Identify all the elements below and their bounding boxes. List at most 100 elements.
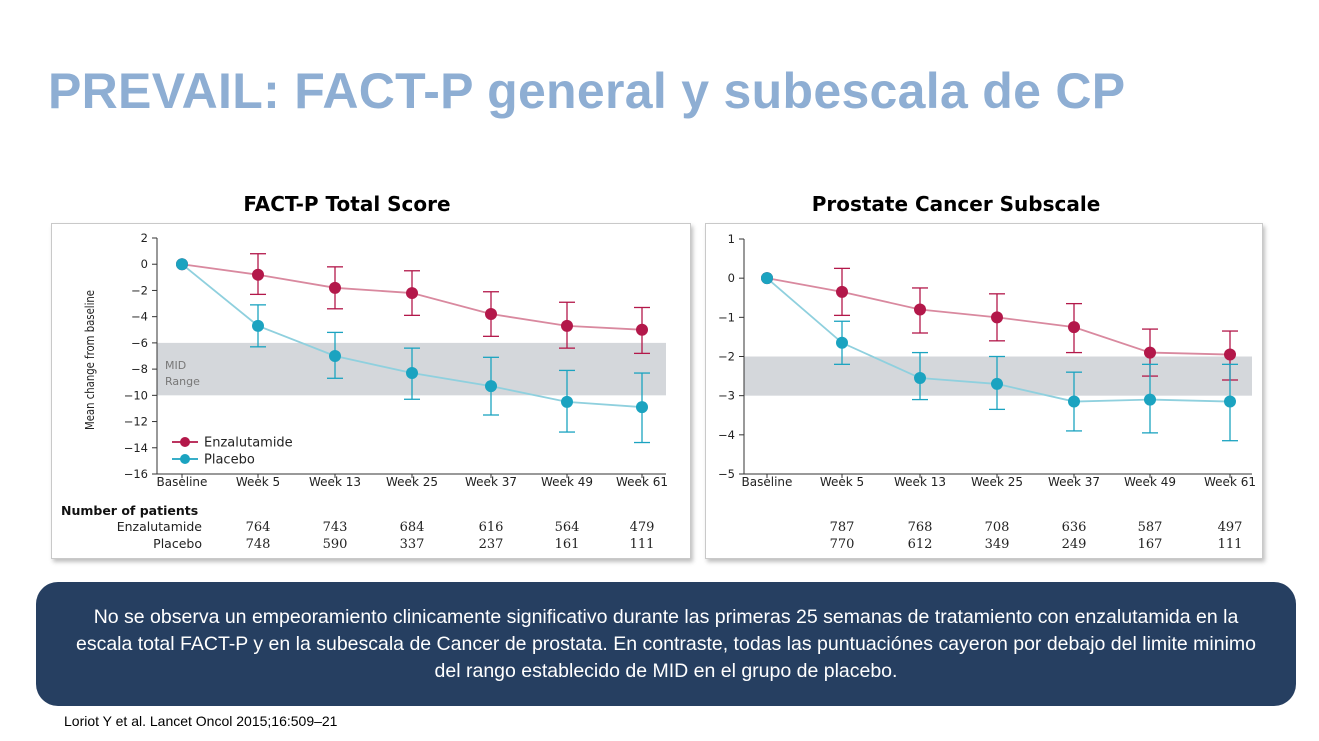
patient-count: 684	[400, 520, 425, 535]
patients-row-label: Enzalutamide	[117, 519, 203, 534]
data-point-enzalutamide	[991, 311, 1003, 324]
patient-count: 743	[323, 520, 348, 535]
patient-count: 748	[246, 537, 271, 552]
data-point-placebo	[1224, 395, 1236, 408]
data-point-placebo	[1144, 393, 1156, 406]
data-point-enzalutamide	[406, 287, 418, 300]
summary-text: No se observa un empeoramiento clinicame…	[75, 605, 1257, 682]
patient-count: 590	[323, 537, 348, 552]
citation: Loriot Y et al. Lancet Oncol 2015;16:509…	[64, 713, 338, 729]
data-point-enzalutamide	[1068, 321, 1080, 334]
data-point-placebo	[991, 377, 1003, 390]
patient-count: 708	[985, 520, 1010, 535]
patient-count: 564	[555, 520, 580, 535]
data-point-enzalutamide	[561, 319, 573, 332]
y-tick-label: −10	[124, 388, 148, 402]
patient-count: 161	[555, 537, 580, 552]
data-point-enzalutamide	[1224, 348, 1236, 361]
patient-count: 616	[479, 520, 504, 535]
data-point-placebo	[836, 336, 848, 349]
data-point-placebo	[761, 272, 773, 285]
y-axis-label: Mean change from baseline	[83, 290, 97, 430]
legend-label: Placebo	[204, 453, 255, 468]
x-tick-label: Week 61	[1204, 475, 1256, 489]
data-point-placebo	[561, 395, 573, 408]
patient-count: 237	[479, 537, 504, 552]
data-point-enzalutamide	[1144, 346, 1156, 359]
data-point-enzalutamide	[636, 323, 648, 336]
data-point-placebo	[636, 401, 648, 414]
data-point-enzalutamide	[836, 285, 848, 298]
patient-count: 111	[1218, 537, 1243, 552]
slide-title: PREVAIL: FACT-P general y subescala de C…	[48, 63, 1126, 119]
y-tick-label: −4	[718, 428, 735, 442]
mid-range-label: MID	[165, 359, 186, 372]
patient-count: 497	[1218, 520, 1243, 535]
patients-row-label: Placebo	[153, 536, 202, 551]
patient-count: 764	[246, 520, 271, 535]
y-tick-label: 0	[141, 257, 148, 271]
y-tick-label: −8	[131, 362, 148, 376]
y-tick-label: −14	[124, 441, 148, 455]
patient-count: 479	[630, 520, 655, 535]
x-tick-label: Week 25	[971, 475, 1023, 489]
y-tick-label: −2	[718, 350, 735, 364]
legend-marker	[180, 454, 190, 464]
x-tick-label: Baseline	[742, 475, 793, 489]
patient-count: 167	[1138, 537, 1163, 552]
data-point-placebo	[329, 350, 341, 362]
mid-range-label: Range	[165, 375, 200, 388]
patient-count: 337	[400, 537, 425, 552]
y-tick-label: 0	[728, 271, 735, 285]
fact-p-total-chart: MID Range 2 0 −2 −4 −6 −8 −10 −12 −14 −16 Mean chang…	[61, 231, 668, 552]
y-tick-label: −6	[131, 336, 148, 350]
patient-count: 587	[1138, 520, 1163, 535]
x-tick-label: Week 5	[820, 475, 864, 489]
y-tick-label: −12	[124, 415, 148, 429]
x-tick-label: Week 13	[309, 475, 361, 489]
y-tick-label: 2	[141, 231, 148, 245]
patient-count: 249	[1062, 537, 1087, 552]
chart-title-fact-p-total: FACT-P Total Score	[243, 192, 451, 216]
x-tick-label: Week 61	[616, 475, 668, 489]
legend-marker	[180, 437, 190, 447]
x-tick-label: Week 37	[1048, 475, 1100, 489]
patient-count: 636	[1062, 520, 1087, 535]
data-point-placebo	[485, 380, 497, 393]
y-tick-label: −4	[131, 310, 148, 324]
data-point-enzalutamide	[329, 281, 341, 294]
y-tick-label: 1	[728, 232, 735, 246]
chart-panel-pc-subscale: 1 0 −1 −2 −3 −4 −5 Baseline Week 5 Week 13 Week 25…	[705, 223, 1263, 559]
patient-count: 768	[908, 520, 933, 535]
data-point-placebo	[252, 319, 264, 332]
y-tick-label: −5	[718, 467, 735, 481]
x-tick-label: Week 25	[386, 475, 438, 489]
x-tick-label: Week 49	[1124, 475, 1176, 489]
y-tick-label: −16	[124, 467, 148, 481]
data-point-placebo	[176, 258, 188, 271]
y-tick-label: −2	[131, 283, 148, 297]
data-point-enzalutamide	[485, 308, 497, 321]
data-point-enzalutamide	[914, 303, 926, 316]
x-tick-label: Week 49	[541, 475, 593, 489]
x-tick-label: Baseline	[157, 475, 208, 489]
patient-count: 787	[830, 520, 855, 535]
patient-count: 111	[630, 537, 655, 552]
data-point-placebo	[1068, 395, 1080, 408]
patient-count: 349	[985, 537, 1010, 552]
x-tick-label: Week 13	[894, 475, 946, 489]
pc-subscale-chart: 1 0 −1 −2 −3 −4 −5 Baseline Week 5 Week 13 Week 25…	[718, 232, 1256, 552]
patients-header: Number of patients	[61, 503, 198, 518]
chart-title-pc-subscale: Prostate Cancer Subscale	[811, 192, 1101, 216]
data-point-enzalutamide	[252, 268, 264, 281]
data-point-placebo	[914, 372, 926, 385]
summary-box: No se observa un empeoramiento clinicame…	[36, 582, 1296, 706]
patient-count: 770	[830, 537, 855, 552]
y-tick-label: −3	[718, 389, 735, 403]
y-tick-label: −1	[718, 310, 735, 324]
x-tick-label: Week 5	[236, 475, 280, 489]
data-point-placebo	[406, 367, 418, 380]
patient-count: 612	[908, 537, 933, 552]
x-tick-label: Week 37	[465, 475, 517, 489]
legend-label: Enzalutamide	[204, 436, 293, 451]
